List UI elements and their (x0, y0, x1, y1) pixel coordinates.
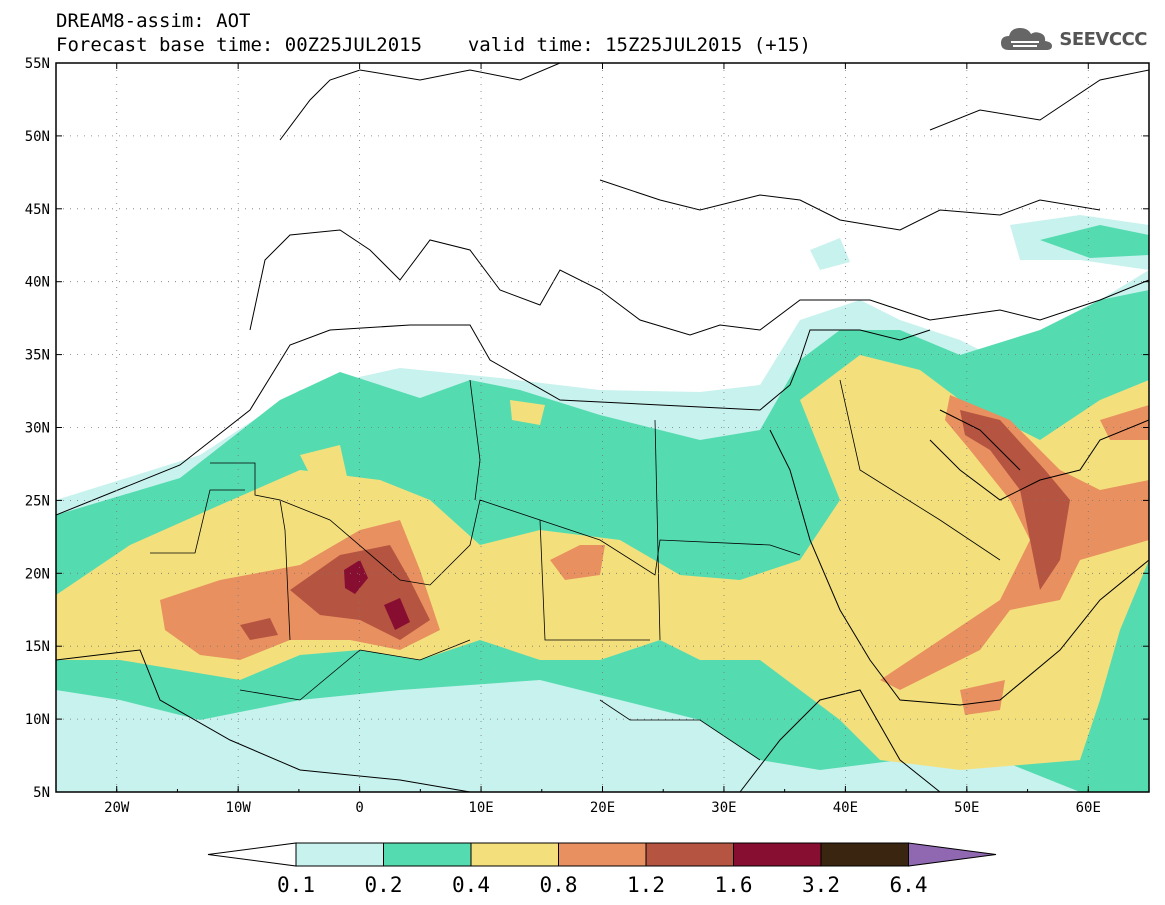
coastline (249, 229, 1149, 336)
border (599, 699, 761, 761)
colorbar-swatch (470, 842, 559, 867)
coastline (769, 429, 1149, 706)
lat-tick-label: 50N (25, 129, 50, 145)
colorbar-label: 6.4 (890, 873, 928, 897)
colorbar-label: 1.6 (715, 873, 753, 897)
lon-tick-label: 50E (954, 800, 979, 816)
lat-tick-label: 45N (25, 202, 50, 218)
colorbar-label: 0.8 (540, 873, 578, 897)
colorbar-swatch (733, 842, 822, 867)
border (654, 419, 661, 641)
aot-band-0.8 (1100, 405, 1149, 440)
aot-band-0.8 (960, 680, 1005, 715)
valid-time-label: valid time: 15Z25JUL2015 (+15) (467, 34, 811, 56)
lat-tick-label: 15N (25, 639, 50, 655)
colorbar-over-triangle (908, 842, 997, 867)
colorbar-label: 1.2 (627, 873, 665, 897)
colorbar-label: 0.4 (452, 873, 490, 897)
lon-labels: 20W 10W 0 10E 20E 30E 40E 50E 60E (104, 800, 1101, 816)
colorbar-under-triangle (207, 842, 297, 867)
border (469, 379, 481, 501)
graticule (56, 63, 1149, 792)
cloud-icon (1001, 28, 1053, 50)
aot-band-1.6 (384, 598, 410, 630)
lon-tick-label: 20W (104, 800, 130, 816)
coastline (929, 419, 1149, 501)
border (239, 639, 471, 701)
coastline (56, 649, 471, 792)
map-subtitle: Forecast base time: 00Z25JUL2015 valid t… (56, 34, 811, 56)
border-layer (150, 379, 1001, 761)
lat-labels: 55N 50N 45N 40N 35N 30N 25N 20N 15N 10N 5N (25, 56, 50, 801)
border (539, 519, 650, 641)
lon-tick-label: 0 (355, 800, 363, 816)
coastline-layer (56, 63, 1149, 792)
border (210, 462, 291, 641)
coastline (739, 689, 941, 792)
colorbar-swatch (295, 842, 384, 867)
coastline (56, 324, 801, 516)
lat-tick-label: 10N (25, 712, 50, 728)
coastline (929, 69, 1149, 131)
colorbar (207, 842, 997, 867)
border (150, 489, 245, 554)
logo-text: SEEVCCC (1059, 28, 1147, 50)
lat-tick-label: 5N (33, 785, 50, 801)
aot-band-1.6 (344, 560, 368, 594)
colorbar-swatch (558, 842, 647, 867)
aot-band-1.2 (960, 410, 1070, 590)
lat-tick-label: 55N (25, 56, 50, 72)
aot-band-0.4 (56, 355, 1149, 770)
aot-band-1.2 (240, 618, 278, 640)
aot-band-0.2 (1040, 225, 1149, 258)
lon-tick-label: 20E (590, 800, 615, 816)
aot-band-0.4 (300, 445, 350, 495)
lon-tick-label: 30E (711, 800, 736, 816)
lat-tick-label: 20N (25, 566, 50, 582)
coastline (279, 63, 561, 141)
base-time-label: Forecast base time: 00Z25JUL2015 (56, 34, 423, 56)
map-title: DREAM8-assim: AOT (56, 10, 251, 32)
lon-tick-label: 10W (226, 800, 252, 816)
colorbar-label: 0.2 (365, 873, 403, 897)
colorbar-label: 0.1 (277, 873, 315, 897)
lon-tick-label: 40E (833, 800, 858, 816)
colorbar-swatch (645, 842, 734, 867)
colorbar-swatch (383, 842, 472, 867)
coastline (939, 409, 1021, 471)
lat-tick-label: 35N (25, 348, 50, 364)
lon-tick-label: 60E (1076, 800, 1101, 816)
colorbar-labels: 0.1 0.2 0.4 0.8 1.2 1.6 3.2 6.4 (277, 873, 927, 897)
colorbar-label: 3.2 (802, 873, 840, 897)
aot-band-0.8 (550, 545, 605, 580)
lon-tick-label: 10E (468, 800, 493, 816)
lat-tick-label: 40N (25, 275, 50, 291)
border (839, 379, 1001, 561)
lat-tick-label: 30N (25, 421, 50, 437)
coastline (599, 179, 1101, 231)
lat-tick-label: 25N (25, 493, 50, 509)
aot-band-0.4 (510, 400, 545, 425)
aot-band-0.1 (810, 238, 850, 270)
seevccc-logo: SEEVCCC (999, 24, 1147, 54)
colorbar-swatch (820, 842, 909, 867)
border (279, 499, 801, 586)
axis-ticks (55, 62, 1150, 793)
